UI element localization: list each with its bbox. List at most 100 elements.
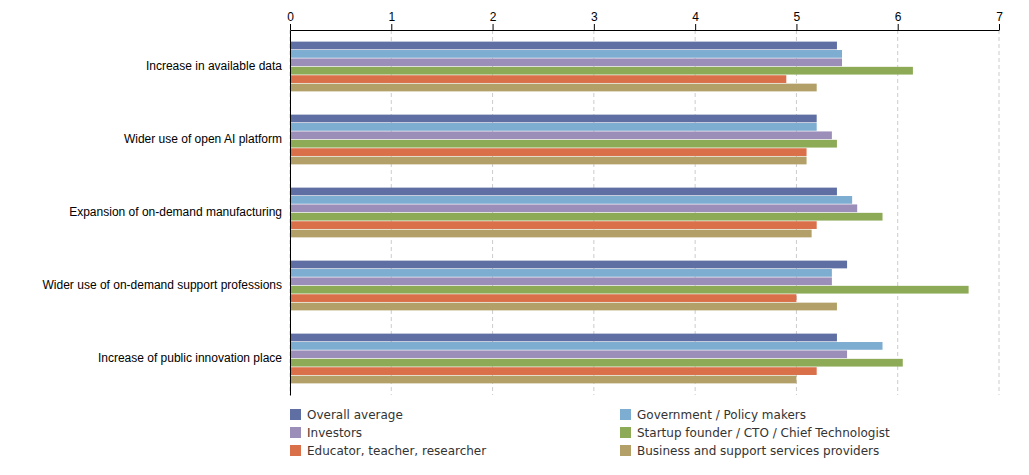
bar bbox=[290, 115, 817, 123]
bar bbox=[290, 213, 883, 221]
bar bbox=[290, 196, 852, 204]
tick: 3 bbox=[591, 10, 598, 30]
tick-label: Wider use of on-demand support professio… bbox=[43, 278, 282, 292]
grid-line bbox=[999, 30, 1000, 395]
tick: Wider use of on-demand support professio… bbox=[43, 278, 290, 292]
tick-mark bbox=[999, 24, 1000, 30]
legend-item: Overall average bbox=[290, 408, 403, 422]
bar bbox=[290, 123, 817, 131]
bar bbox=[290, 204, 857, 212]
tick-mark bbox=[391, 24, 392, 30]
bar bbox=[290, 58, 842, 66]
bar bbox=[290, 50, 842, 58]
bar-series bbox=[290, 50, 883, 350]
bar bbox=[290, 376, 796, 384]
bar bbox=[290, 75, 786, 83]
bar bbox=[290, 303, 837, 311]
tick: Increase in available data bbox=[146, 59, 290, 73]
bar bbox=[290, 334, 837, 342]
legend-item: Government / Policy makers bbox=[620, 408, 806, 422]
bar-series bbox=[290, 42, 847, 342]
legend: Overall average Government / Policy maker… bbox=[290, 408, 890, 458]
bar bbox=[290, 286, 969, 294]
tick-label: 0 bbox=[287, 10, 294, 24]
tick-label: Wider use of open AI platform bbox=[124, 132, 282, 146]
y-axis: Increase in available data Wider use of o… bbox=[43, 31, 291, 396]
tick-label: Increase of public innovation place bbox=[98, 351, 282, 365]
legend-swatch bbox=[290, 427, 301, 438]
tick-mark bbox=[493, 24, 494, 30]
bar bbox=[290, 188, 837, 196]
axis-domain bbox=[290, 31, 291, 396]
legend-label: Educator, teacher, researcher bbox=[307, 444, 486, 458]
legend-item: Startup founder / CTO / Chief Technologi… bbox=[620, 426, 890, 440]
tick-mark bbox=[594, 24, 595, 30]
legend-label: Business and support services providers bbox=[637, 444, 879, 458]
tick: 1 bbox=[388, 10, 395, 30]
bar bbox=[290, 148, 807, 156]
bar bbox=[290, 42, 837, 50]
x-axis: 0 1 2 3 4 5 6 7 bbox=[287, 10, 1003, 31]
legend-item: Business and support services providers bbox=[620, 444, 879, 458]
legend-swatch bbox=[290, 445, 301, 456]
grid-line bbox=[290, 30, 291, 395]
tick-label: 1 bbox=[388, 10, 395, 24]
bar bbox=[290, 84, 817, 92]
tick-label: 3 bbox=[591, 10, 598, 24]
bars bbox=[290, 42, 969, 384]
tick-mark bbox=[695, 24, 696, 30]
bar bbox=[290, 67, 913, 75]
tick-mark bbox=[290, 24, 291, 30]
bar bbox=[290, 277, 832, 285]
tick: 2 bbox=[490, 10, 497, 30]
legend-label: Startup founder / CTO / Chief Technologi… bbox=[637, 426, 890, 440]
bar bbox=[290, 342, 883, 350]
tick-label: Increase in available data bbox=[146, 59, 282, 73]
tick-label: 7 bbox=[996, 10, 1003, 24]
grid-line bbox=[897, 30, 898, 395]
tick: 0 bbox=[287, 10, 294, 30]
bar-series bbox=[290, 75, 817, 375]
bar bbox=[290, 230, 812, 238]
bar-series bbox=[290, 84, 837, 384]
bar bbox=[290, 261, 847, 269]
bar bbox=[290, 269, 832, 277]
tick: Wider use of open AI platform bbox=[124, 132, 290, 146]
plot: 0 1 2 3 4 5 6 7 Increase in available data Wider … bbox=[43, 10, 1004, 396]
tick-label: 5 bbox=[794, 10, 801, 24]
bar bbox=[290, 157, 807, 165]
legend-label: Government / Policy makers bbox=[637, 408, 806, 422]
bar bbox=[290, 131, 832, 139]
tick: 4 bbox=[692, 10, 699, 30]
legend-swatch bbox=[620, 427, 631, 438]
bar bbox=[290, 359, 903, 367]
legend-item: Educator, teacher, researcher bbox=[290, 444, 486, 458]
tick-label: 6 bbox=[895, 10, 902, 24]
legend-label: Investors bbox=[307, 426, 362, 440]
legend-swatch bbox=[620, 409, 631, 420]
legend-item: Investors bbox=[290, 426, 362, 440]
tick: 6 bbox=[895, 10, 902, 30]
tick: Expansion of on-demand manufacturing bbox=[69, 205, 290, 219]
axis-domain bbox=[291, 30, 1000, 31]
legend-label: Overall average bbox=[307, 408, 403, 422]
tick-mark bbox=[796, 24, 797, 30]
chart: 0 1 2 3 4 5 6 7 Increase in available data Wider … bbox=[0, 0, 1029, 475]
tick: Increase of public innovation place bbox=[98, 351, 290, 365]
bar-series bbox=[290, 67, 969, 367]
bar bbox=[290, 221, 817, 229]
bar bbox=[290, 367, 817, 375]
bar bbox=[290, 294, 796, 302]
legend-swatch bbox=[620, 445, 631, 456]
tick-label: 2 bbox=[490, 10, 497, 24]
tick-label: Expansion of on-demand manufacturing bbox=[69, 205, 282, 219]
tick-mark bbox=[898, 24, 899, 30]
grid bbox=[290, 30, 999, 395]
legend-swatch bbox=[290, 409, 301, 420]
bar bbox=[290, 350, 847, 358]
tick: 5 bbox=[794, 10, 801, 30]
tick-label: 4 bbox=[692, 10, 699, 24]
tick: 7 bbox=[996, 10, 1003, 30]
bar-series bbox=[290, 58, 857, 358]
bar bbox=[290, 140, 837, 148]
